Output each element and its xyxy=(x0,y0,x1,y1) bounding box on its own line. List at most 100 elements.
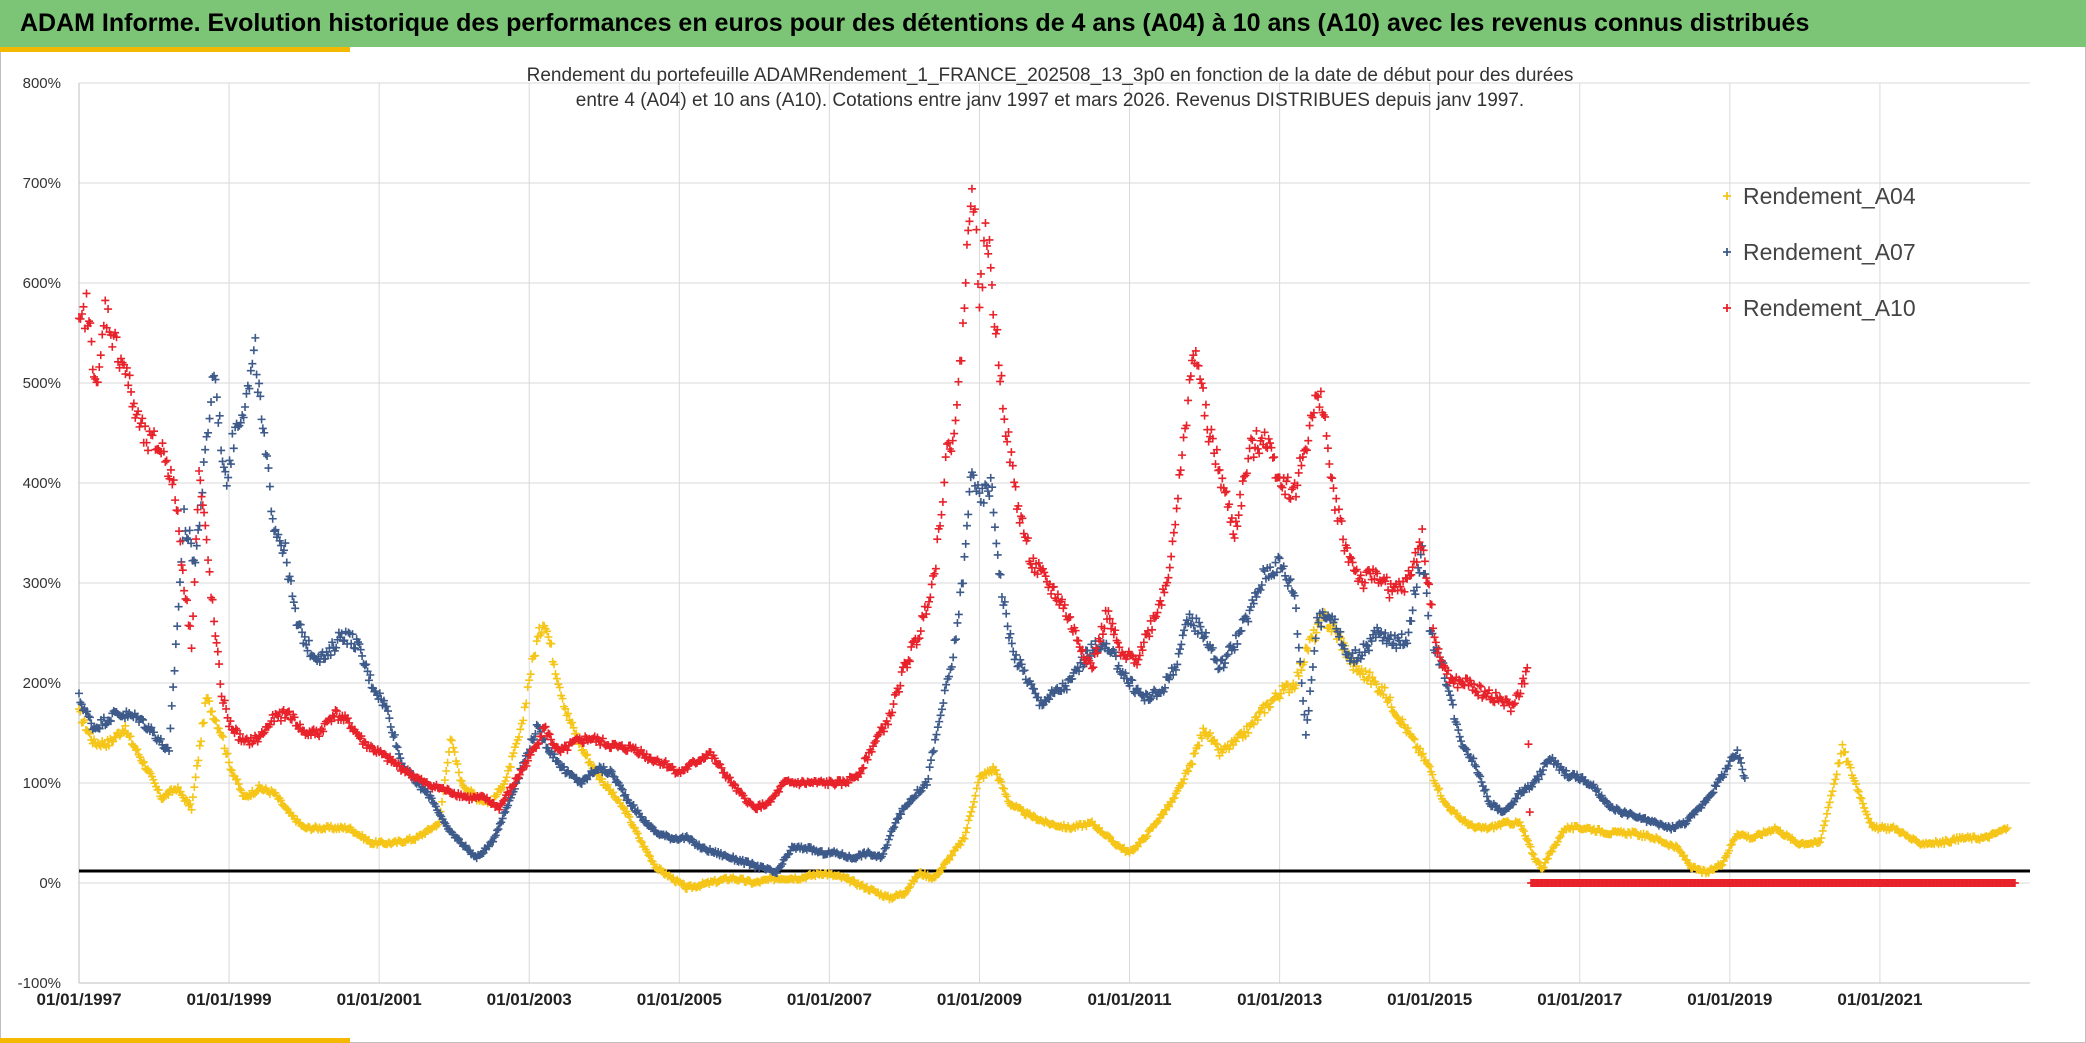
point-Rendement_A07-149 xyxy=(282,558,291,567)
point-Rendement_A04-694 xyxy=(1029,811,1038,820)
point-Rendement_A10-844 xyxy=(1233,522,1242,531)
point-Rendement_A10-658 xyxy=(978,283,987,292)
point-Rendement_A10-796 xyxy=(1167,552,1176,561)
point-Rendement_A04-831 xyxy=(1218,748,1227,757)
point-Rendement_A10-1019 xyxy=(1472,688,1481,697)
point-Rendement_A07-783 xyxy=(1150,685,1159,694)
point-Rendement_A07-412 xyxy=(641,816,650,825)
point-Rendement_A04-107 xyxy=(220,744,229,753)
x-tick-label: 01/01/2007 xyxy=(787,990,872,1009)
point-Rendement_A04-42 xyxy=(131,746,140,755)
point-Rendement_A10-802 xyxy=(1175,470,1184,479)
point-Rendement_A04-841 xyxy=(1231,737,1240,746)
point-Rendement_A10-687 xyxy=(1018,514,1027,523)
point-Rendement_A07-847 xyxy=(1237,626,1246,635)
point-Rendement_A10-195 xyxy=(345,718,354,727)
point-Rendement_A07-1192 xyxy=(1709,788,1718,797)
point-Rendement_A04-954 xyxy=(1386,693,1395,702)
point-Rendement_A10-600 xyxy=(897,668,906,677)
point-Rendement_A10-20 xyxy=(102,323,111,332)
point-Rendement_A10-780 xyxy=(1145,632,1154,641)
point-Rendement_A04-963 xyxy=(1398,715,1407,724)
point-Rendement_A07-1213 xyxy=(1738,765,1747,774)
point-Rendement_A07-1048 xyxy=(1513,794,1522,803)
point-Rendement_A10-339 xyxy=(541,722,550,731)
point-Rendement_A04-1194 xyxy=(1716,861,1725,870)
point-Rendement_A10-65 xyxy=(166,465,175,474)
point-Rendement_A04-267 xyxy=(442,767,451,775)
point-Rendement_A07-665 xyxy=(988,483,997,492)
point-Rendement_A07-1114 xyxy=(1603,798,1612,807)
point-Rendement_A10-772 xyxy=(1134,655,1143,664)
point-Rendement_A10-308 xyxy=(499,796,508,805)
point-Rendement_A07-52 xyxy=(147,723,156,732)
point-Rendement_A07-604 xyxy=(903,800,912,809)
point-Rendement_A07-656 xyxy=(975,489,984,498)
point-Rendement_A04-314 xyxy=(506,763,515,772)
point-Rendement_A07-451 xyxy=(695,840,704,849)
point-Rendement_A04-1400 xyxy=(2002,825,2011,834)
point-Rendement_A10-485 xyxy=(740,794,749,803)
point-Rendement_A10-718 xyxy=(1060,600,1069,609)
point-Rendement_A07-664 xyxy=(986,473,995,482)
point-Rendement_A04-1301 xyxy=(1864,814,1873,823)
point-Rendement_A10-37 xyxy=(127,387,136,396)
point-Rendement_A04-336 xyxy=(537,628,546,637)
y-tick-label: 500% xyxy=(23,375,61,392)
point-Rendement_A07-800 xyxy=(1173,660,1182,669)
point-Rendement_A07-104 xyxy=(219,463,228,472)
point-Rendement_A07-1007 xyxy=(1457,737,1466,746)
point-Rendement_A04-748 xyxy=(1104,832,1113,841)
point-Rendement_A10-1055 xyxy=(1521,667,1530,676)
point-Rendement_A07-566 xyxy=(851,854,860,863)
point-Rendement_A07-642 xyxy=(956,588,965,597)
point-Rendement_A04-1202 xyxy=(1727,840,1736,849)
point-Rendement_A07-1005 xyxy=(1454,726,1463,735)
point-Rendement_A04-1272 xyxy=(1824,803,1833,812)
point-Rendement_A10-921 xyxy=(1339,535,1348,544)
point-Rendement_A10-682 xyxy=(1011,482,1020,491)
point-Rendement_A07-19 xyxy=(101,721,110,730)
point-Rendement_A07-292 xyxy=(478,849,487,858)
point-Rendement_A10-80 xyxy=(187,644,196,653)
point-Rendement_A04-990 xyxy=(1435,784,1444,793)
point-Rendement_A07-965 xyxy=(1399,641,1408,650)
point-Rendement_A07-630 xyxy=(939,699,948,708)
point-Rendement_A04-119 xyxy=(237,786,246,795)
point-Rendement_A04-92 xyxy=(199,718,208,727)
point-Rendement_A10-1 xyxy=(76,314,85,323)
point-Rendement_A07-960 xyxy=(1392,644,1401,653)
point-Rendement_A07-181 xyxy=(326,651,335,660)
point-Rendement_A04-355 xyxy=(564,709,573,718)
point-Rendement_A04-788 xyxy=(1159,810,1168,819)
point-Rendement_A10-1054 xyxy=(1520,679,1529,688)
point-Rendement_A07-97 xyxy=(210,371,219,380)
point-Rendement_A10-665 xyxy=(987,280,996,289)
point-Rendement_A10-781 xyxy=(1146,616,1155,625)
point-Rendement_A10-70 xyxy=(173,506,182,515)
point-Rendement_A07-693 xyxy=(1027,680,1036,689)
point-Rendement_A10-672 xyxy=(997,371,1006,380)
point-Rendement_A07-623 xyxy=(929,746,938,755)
point-Rendement_A04-276 xyxy=(454,768,463,777)
point-Rendement_A10-224 xyxy=(384,754,393,763)
point-Rendement_A07-621 xyxy=(927,756,936,765)
point-Rendement_A04-369 xyxy=(583,750,592,759)
point-Rendement_A10-599 xyxy=(896,681,905,690)
point-Rendement_A10-679 xyxy=(1007,448,1016,457)
point-Rendement_A07-65 xyxy=(165,746,174,755)
point-Rendement_A10-971 xyxy=(1407,570,1416,579)
point-Rendement_A10-620 xyxy=(924,597,933,606)
point-Rendement_A04-48 xyxy=(139,757,148,766)
point-Rendement_A04-111 xyxy=(226,765,235,774)
point-Rendement_A04-66 xyxy=(164,790,173,799)
point-Rendement_A04-563 xyxy=(850,876,859,885)
point-Rendement_A04-649 xyxy=(968,803,977,812)
point-Rendement_A10-648 xyxy=(964,226,973,235)
point-Rendement_A07-280 xyxy=(461,841,470,850)
point-Rendement_A07-1191 xyxy=(1708,789,1717,798)
point-Rendement_A04-325 xyxy=(522,699,531,708)
point-Rendement_A04-776 xyxy=(1143,832,1152,841)
point-Rendement_A10-584 xyxy=(875,728,884,737)
point-Rendement_A10-746 xyxy=(1098,630,1107,639)
